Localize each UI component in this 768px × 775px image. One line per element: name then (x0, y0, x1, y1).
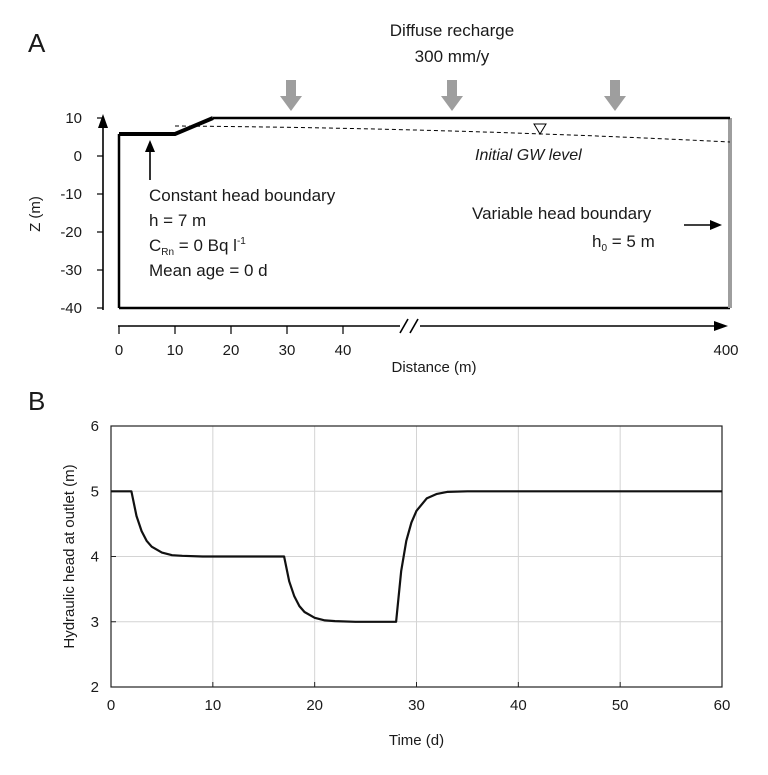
panel-a-label: A (28, 28, 46, 58)
z-tick-label: 0 (74, 148, 82, 165)
x-tick-label: 20 (306, 697, 323, 714)
head-chart: 0 10 20 30 40 50 60 2 3 4 5 6 Time (d) Hydraulic head… (61, 418, 730, 749)
variable-head-title: Variable head boundary (472, 204, 652, 223)
constant-head-h: h = 7 m (149, 211, 206, 230)
recharge-arrow-1 (280, 80, 302, 111)
y-axis-label: Hydraulic head at outlet (m) (61, 464, 78, 648)
water-table-icon (533, 123, 547, 135)
z-tick-label: -20 (60, 224, 82, 241)
distance-tick-label: 400 (713, 342, 738, 359)
constant-head-arrowhead (145, 140, 155, 152)
z-axis-label: Z (m) (27, 196, 44, 232)
constant-head-concentration: CRn = 0 Bq l-1 (149, 236, 246, 258)
distance-tick-label: 20 (223, 342, 240, 359)
x-tick-label: 40 (510, 697, 527, 714)
distance-axis-label: Distance (m) (391, 359, 476, 376)
recharge-rate: 300 mm/y (415, 47, 490, 66)
x-tick-label: 50 (612, 697, 629, 714)
constant-head-age: Mean age = 0 d (149, 261, 268, 280)
recharge-arrow-2 (441, 80, 463, 111)
distance-tick-label: 10 (167, 342, 184, 359)
y-tick-label: 6 (91, 418, 99, 435)
distance-tick-label: 30 (279, 342, 296, 359)
panel-b-label: B (28, 386, 45, 416)
z-tick-label: 10 (65, 110, 82, 127)
distance-axis: 0 10 20 30 40 400 Distance (m) (115, 318, 739, 376)
x-tick-label: 60 (714, 697, 731, 714)
axis-break-mark (399, 318, 409, 334)
variable-head-arrowhead (710, 220, 722, 230)
axis-break-mark (409, 318, 419, 334)
z-tick-label: -30 (60, 262, 82, 279)
constant-head-title: Constant head boundary (149, 186, 336, 205)
recharge-title: Diffuse recharge (390, 21, 514, 40)
recharge-arrow-3 (604, 80, 626, 111)
x-tick-label: 10 (204, 697, 221, 714)
z-tick-label: -10 (60, 186, 82, 203)
distance-tick-label: 40 (335, 342, 352, 359)
constant-head-edge (119, 116, 214, 136)
x-axis-label: Time (d) (389, 732, 444, 749)
gw-level-label: Initial GW level (475, 147, 582, 164)
y-tick-label: 3 (91, 614, 99, 631)
distance-axis-arrowhead (714, 321, 728, 331)
y-tick-label: 5 (91, 483, 99, 500)
distance-tick-label: 0 (115, 342, 123, 359)
axis-break-gap (400, 318, 420, 334)
hydraulic-head-series-line (111, 490, 722, 623)
variable-head-h: h0 = 5 m (592, 232, 655, 254)
x-tick-label: 0 (107, 697, 115, 714)
panel-b: B 0 10 20 30 40 50 60 2 3 4 5 6 Time (d) Hydraulic he… (28, 386, 730, 749)
panel-a: A Diffuse recharge 300 mm/y Initial GW l… (27, 21, 739, 376)
model-domain (117, 116, 732, 310)
z-tick-label: -40 (60, 300, 82, 317)
recharge-arrows (280, 80, 626, 111)
y-tick-label: 2 (91, 679, 99, 696)
x-tick-label: 30 (408, 697, 425, 714)
initial-gw-level-line (174, 125, 731, 143)
y-tick-label: 4 (91, 549, 99, 566)
z-axis: 10 0 -10 -20 -30 -40 Z (m) (27, 110, 108, 317)
z-axis-arrowhead (98, 114, 108, 128)
